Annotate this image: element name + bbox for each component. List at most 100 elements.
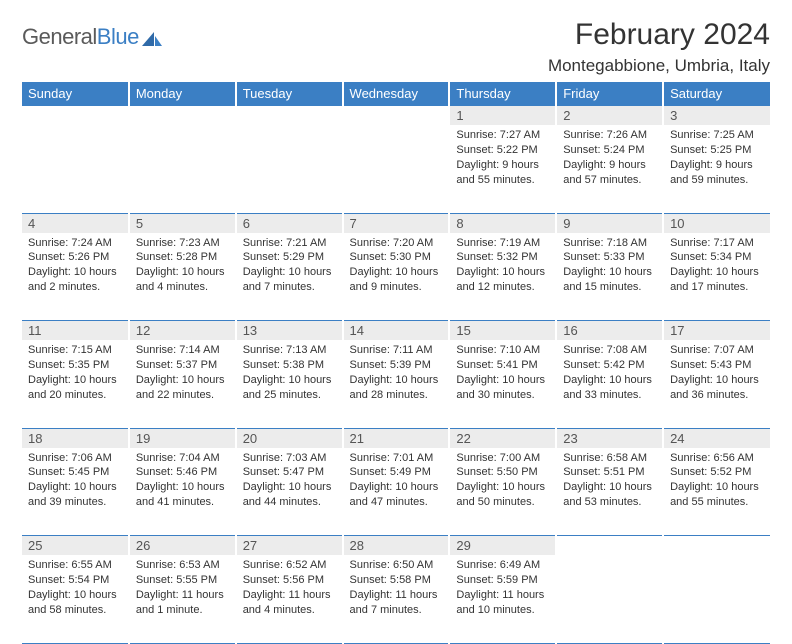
sunrise-text: Sunrise: 7:08 AM [563,343,656,358]
day-number-cell: 7 [343,213,450,233]
day-number-cell: 27 [236,536,343,556]
day-header: Thursday [449,82,556,106]
day-number-cell [556,536,663,556]
day-detail-cell [556,555,663,643]
sunrise-text: Sunrise: 7:06 AM [28,451,122,466]
day-number-cell: 5 [129,213,236,233]
day-detail-cell: Sunrise: 7:07 AMSunset: 5:43 PMDaylight:… [663,340,770,428]
sunset-text: Sunset: 5:55 PM [136,573,229,588]
daylight-text: Daylight: 10 hours and 12 minutes. [456,265,549,295]
day-detail-cell: Sunrise: 6:50 AMSunset: 5:58 PMDaylight:… [343,555,450,643]
day-number-cell: 19 [129,428,236,448]
sunrise-text: Sunrise: 7:01 AM [350,451,443,466]
day-number-cell: 10 [663,213,770,233]
sunrise-text: Sunrise: 6:55 AM [28,558,122,573]
daylight-text: Daylight: 10 hours and 30 minutes. [456,373,549,403]
daylight-text: Daylight: 10 hours and 2 minutes. [28,265,122,295]
calendar-body: 123Sunrise: 7:27 AMSunset: 5:22 PMDaylig… [22,106,770,644]
day-detail-cell: Sunrise: 6:55 AMSunset: 5:54 PMDaylight:… [22,555,129,643]
daylight-text: Daylight: 10 hours and 15 minutes. [563,265,656,295]
day-detail-cell: Sunrise: 7:19 AMSunset: 5:32 PMDaylight:… [449,233,556,321]
sunset-text: Sunset: 5:39 PM [350,358,443,373]
sunrise-text: Sunrise: 7:13 AM [243,343,336,358]
sunrise-text: Sunrise: 6:49 AM [456,558,549,573]
sunset-text: Sunset: 5:50 PM [456,465,549,480]
day-number-cell: 28 [343,536,450,556]
daylight-text: Daylight: 10 hours and 50 minutes. [456,480,549,510]
sunset-text: Sunset: 5:45 PM [28,465,122,480]
sunset-text: Sunset: 5:42 PM [563,358,656,373]
sunrise-text: Sunrise: 7:23 AM [136,236,229,251]
day-number-cell: 17 [663,321,770,341]
sunrise-text: Sunrise: 6:56 AM [670,451,764,466]
day-number-cell: 24 [663,428,770,448]
sunrise-text: Sunrise: 7:25 AM [670,128,764,143]
sunset-text: Sunset: 5:41 PM [456,358,549,373]
sunrise-text: Sunrise: 7:04 AM [136,451,229,466]
daylight-text: Daylight: 10 hours and 53 minutes. [563,480,656,510]
sunset-text: Sunset: 5:29 PM [243,250,336,265]
sunrise-text: Sunrise: 6:58 AM [563,451,656,466]
day-number-cell: 26 [129,536,236,556]
daylight-text: Daylight: 10 hours and 36 minutes. [670,373,764,403]
day-number-cell: 15 [449,321,556,341]
sunrise-text: Sunrise: 7:07 AM [670,343,764,358]
day-number-cell: 29 [449,536,556,556]
sunset-text: Sunset: 5:47 PM [243,465,336,480]
sunset-text: Sunset: 5:28 PM [136,250,229,265]
daynum-row: 45678910 [22,213,770,233]
day-detail-cell: Sunrise: 7:10 AMSunset: 5:41 PMDaylight:… [449,340,556,428]
daylight-text: Daylight: 9 hours and 57 minutes. [563,158,656,188]
title-block: February 2024 Montegabbione, Umbria, Ita… [548,18,770,76]
day-number-cell [663,536,770,556]
day-number-cell: 12 [129,321,236,341]
day-detail-cell [663,555,770,643]
sunrise-text: Sunrise: 7:00 AM [456,451,549,466]
sunrise-text: Sunrise: 6:53 AM [136,558,229,573]
daylight-text: Daylight: 11 hours and 4 minutes. [243,588,336,618]
sunrise-text: Sunrise: 7:17 AM [670,236,764,251]
day-detail-cell: Sunrise: 7:21 AMSunset: 5:29 PMDaylight:… [236,233,343,321]
day-detail-cell: Sunrise: 7:25 AMSunset: 5:25 PMDaylight:… [663,125,770,213]
sunset-text: Sunset: 5:56 PM [243,573,336,588]
daynum-row: 123 [22,106,770,126]
day-header: Sunday [22,82,129,106]
sunset-text: Sunset: 5:59 PM [456,573,549,588]
sunset-text: Sunset: 5:46 PM [136,465,229,480]
sunset-text: Sunset: 5:35 PM [28,358,122,373]
sunrise-text: Sunrise: 7:26 AM [563,128,656,143]
day-number-cell: 2 [556,106,663,126]
day-detail-cell: Sunrise: 7:01 AMSunset: 5:49 PMDaylight:… [343,448,450,536]
sunrise-text: Sunrise: 7:19 AM [456,236,549,251]
detail-row: Sunrise: 6:55 AMSunset: 5:54 PMDaylight:… [22,555,770,643]
day-detail-cell [129,125,236,213]
day-detail-cell: Sunrise: 6:49 AMSunset: 5:59 PMDaylight:… [449,555,556,643]
daylight-text: Daylight: 10 hours and 25 minutes. [243,373,336,403]
day-number-cell: 23 [556,428,663,448]
sunrise-text: Sunrise: 7:20 AM [350,236,443,251]
sunrise-text: Sunrise: 7:15 AM [28,343,122,358]
day-detail-cell: Sunrise: 6:52 AMSunset: 5:56 PMDaylight:… [236,555,343,643]
day-number-cell: 16 [556,321,663,341]
sunset-text: Sunset: 5:32 PM [456,250,549,265]
calendar-table: SundayMondayTuesdayWednesdayThursdayFrid… [22,82,770,644]
day-detail-cell: Sunrise: 7:06 AMSunset: 5:45 PMDaylight:… [22,448,129,536]
daylight-text: Daylight: 11 hours and 10 minutes. [456,588,549,618]
detail-row: Sunrise: 7:06 AMSunset: 5:45 PM Daylight:… [22,448,770,536]
day-number-cell: 14 [343,321,450,341]
day-detail-cell: Sunrise: 7:17 AMSunset: 5:34 PMDaylight:… [663,233,770,321]
day-number-cell: 11 [22,321,129,341]
daylight-text: Daylight: 10 hours and 7 minutes. [243,265,336,295]
daylight-text: Daylight: 9 hours and 55 minutes. [456,158,549,188]
calendar-header: SundayMondayTuesdayWednesdayThursdayFrid… [22,82,770,106]
sunset-text: Sunset: 5:30 PM [350,250,443,265]
day-number-cell: 25 [22,536,129,556]
daylight-text: Daylight: 10 hours and 47 minutes. [350,480,443,510]
detail-row: Sunrise: 7:27 AMSunset: 5:22 PMDaylight:… [22,125,770,213]
sunset-text: Sunset: 5:22 PM [456,143,549,158]
daylight-text: Daylight: 11 hours and 1 minute. [136,588,229,618]
day-detail-cell: Sunrise: 7:24 AMSunset: 5:26 PMDaylight:… [22,233,129,321]
day-detail-cell: Sunrise: 7:00 AMSunset: 5:50 PMDaylight:… [449,448,556,536]
sunset-text: Sunset: 5:26 PM [28,250,122,265]
sunrise-text: Sunrise: 7:11 AM [350,343,443,358]
